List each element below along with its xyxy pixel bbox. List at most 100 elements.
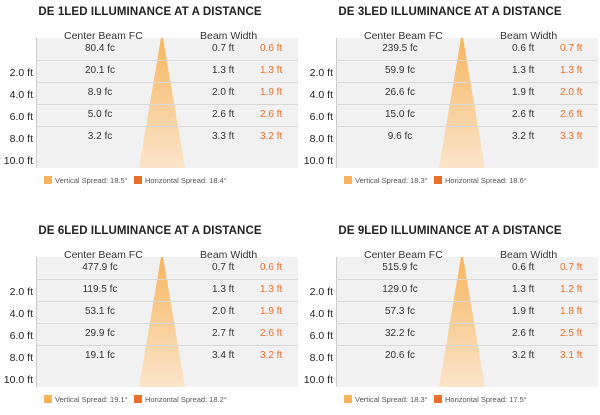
beam-width-vertical: 3.3 ft — [212, 131, 235, 142]
beam-width-vertical: 2.6 ft — [212, 109, 235, 120]
distance-label: 8.0 ft — [9, 133, 33, 145]
legend-vertical-label: Vertical Spread: 18.5° — [55, 176, 128, 185]
row-divider — [36, 104, 298, 105]
header-center-beam-fc: Center Beam FC — [364, 30, 443, 42]
beam-width-horizontal: 0.7 ft — [560, 262, 583, 273]
distance-label: 8.0 ft — [309, 352, 333, 364]
beam-cone — [139, 38, 185, 168]
center-beam-fc-value: 119.5 fc — [82, 284, 118, 295]
beam-width-horizontal: 0.7 ft — [560, 43, 583, 54]
legend-vertical: Vertical Spread: 18.3° — [344, 176, 428, 185]
beam-width-horizontal: 1.3 ft — [560, 65, 583, 76]
legend-horizontal-label: Horizontal Spread: 18.4° — [145, 176, 227, 185]
beam-width-vertical: 1.9 ft — [512, 87, 535, 98]
beam-width-vertical: 1.3 ft — [512, 65, 535, 76]
distance-tick: 4.0 ft — [2, 89, 36, 101]
chart-title: DE 9LED ILLUMINANCE AT A DISTANCE — [338, 225, 562, 237]
beam-width-vertical: 0.6 ft — [512, 43, 535, 54]
beam-width-horizontal: 1.3 ft — [260, 65, 283, 76]
beam-width-vertical: 1.3 ft — [212, 284, 235, 295]
center-beam-fc-value: 80.4 fc — [84, 43, 116, 54]
chart-panel: DE 9LED ILLUMINANCE AT A DISTANCE Center … — [302, 225, 598, 415]
row-divider — [336, 126, 598, 127]
header-beam-width: Beam Width — [500, 249, 558, 261]
distance-tick: 10.0 ft — [2, 374, 36, 386]
beam-width-vertical: 3.4 ft — [212, 350, 235, 361]
center-beam-fc-value: 15.0 fc — [384, 109, 416, 120]
beam-width-vertical: 3.2 ft — [512, 350, 535, 361]
center-beam-fc-value: 53.1 fc — [84, 306, 116, 317]
beam-width-horizontal: 1.9 ft — [260, 87, 283, 98]
beam-width-horizontal: 1.2 ft — [560, 284, 583, 295]
axis-line — [336, 257, 337, 387]
beam-cone — [139, 257, 185, 387]
beam-width-vertical: 2.6 ft — [512, 328, 535, 339]
distance-tick: 2.0 ft — [302, 67, 336, 79]
beam-width-vertical: 1.3 ft — [212, 65, 235, 76]
center-beam-fc-value: 59.9 fc — [384, 65, 416, 76]
distance-label: 4.0 ft — [9, 308, 33, 320]
center-beam-fc-value: 19.1 fc — [84, 350, 116, 361]
beam-width-vertical: 1.3 ft — [512, 284, 535, 295]
axis-line — [336, 38, 337, 168]
distance-label: 4.0 ft — [309, 89, 333, 101]
header-beam-width: Beam Width — [500, 30, 558, 42]
distance-label: 10.0 ft — [3, 155, 33, 167]
beam-width-horizontal: 3.3 ft — [560, 131, 583, 142]
chart-title: DE 1LED ILLUMINANCE AT A DISTANCE — [38, 6, 262, 18]
beam-width-horizontal: 2.0 ft — [560, 87, 583, 98]
distance-tick: 2.0 ft — [2, 286, 36, 298]
header-center-beam-fc: Center Beam FC — [64, 30, 143, 42]
row-divider — [36, 126, 298, 127]
center-beam-fc-value: 32.2 fc — [384, 328, 416, 339]
row-divider — [336, 60, 598, 61]
center-beam-fc-value: 20.6 fc — [384, 350, 416, 361]
distance-tick: 4.0 ft — [302, 308, 336, 320]
legend-horizontal: Horizontal Spread: 17.5° — [434, 395, 527, 404]
horizontal-swatch — [134, 395, 142, 403]
row-divider — [336, 345, 598, 346]
row-divider — [336, 279, 598, 280]
legend-horizontal-label: Horizontal Spread: 18.2° — [145, 395, 227, 404]
distance-tick: 8.0 ft — [302, 133, 336, 145]
beam-width-horizontal: 1.3 ft — [260, 284, 283, 295]
legend-horizontal-label: Horizontal Spread: 17.5° — [445, 395, 527, 404]
legend-vertical: Vertical Spread: 18.3° — [344, 395, 428, 404]
distance-label: 8.0 ft — [309, 133, 333, 145]
beam-width-horizontal: 3.2 ft — [260, 131, 283, 142]
row-divider — [36, 323, 298, 324]
header-center-beam-fc: Center Beam FC — [64, 249, 143, 261]
beam-width-horizontal: 3.1 ft — [560, 350, 583, 361]
center-beam-fc-value: 29.9 fc — [84, 328, 116, 339]
beam-shape — [439, 38, 485, 168]
row-divider — [36, 82, 298, 83]
distance-label: 10.0 ft — [3, 374, 33, 386]
beam-width-horizontal: 0.6 ft — [260, 262, 283, 273]
horizontal-swatch — [434, 395, 442, 403]
vertical-swatch — [44, 395, 52, 403]
distance-tick: 2.0 ft — [302, 286, 336, 298]
vertical-swatch — [344, 176, 352, 184]
center-beam-fc-value: 5.0 fc — [87, 109, 113, 120]
row-divider — [36, 279, 298, 280]
center-beam-fc-value: 3.2 fc — [87, 131, 113, 142]
beam-width-horizontal: 0.6 ft — [260, 43, 283, 54]
beam-width-vertical: 3.2 ft — [512, 131, 535, 142]
distance-tick: 10.0 ft — [302, 374, 336, 386]
distance-label: 4.0 ft — [9, 89, 33, 101]
center-beam-fc-value: 129.0 fc — [382, 284, 418, 295]
distance-tick: 10.0 ft — [302, 155, 336, 167]
distance-label: 8.0 ft — [9, 352, 33, 364]
center-beam-fc-value: 9.6 fc — [387, 131, 413, 142]
beam-width-horizontal: 1.8 ft — [560, 306, 583, 317]
legend-vertical-label: Vertical Spread: 19.1° — [55, 395, 128, 404]
center-beam-fc-value: 515.9 fc — [382, 262, 418, 273]
chart-title: DE 3LED ILLUMINANCE AT A DISTANCE — [338, 6, 562, 18]
beam-width-vertical: 0.6 ft — [512, 262, 535, 273]
distance-label: 2.0 ft — [309, 286, 333, 298]
beam-shape — [139, 257, 185, 387]
beam-cone — [439, 38, 485, 168]
row-divider — [36, 301, 298, 302]
distance-tick: 8.0 ft — [2, 133, 36, 145]
distance-tick: 8.0 ft — [302, 352, 336, 364]
